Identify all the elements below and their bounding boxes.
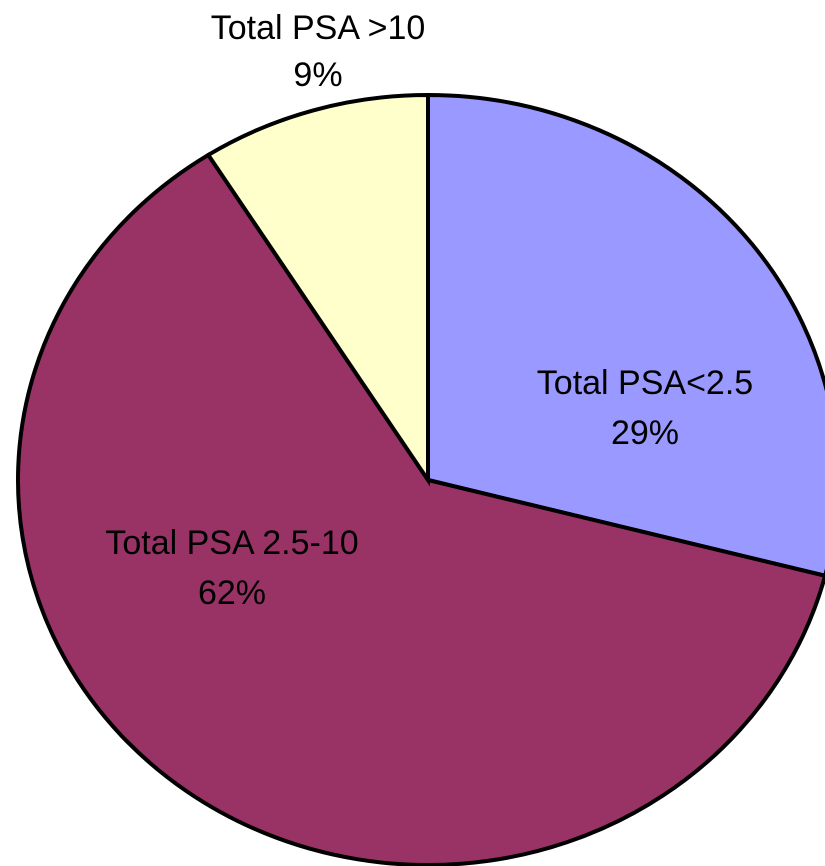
pie-slice [16, 152, 825, 866]
slice-value-label: 29% [611, 414, 679, 452]
pie-slice [205, 92, 430, 487]
slice-value-label: 9% [293, 56, 342, 94]
slice-label: Total PSA<2.5 [537, 364, 753, 402]
slice-value-label: 62% [198, 574, 266, 612]
slice-label: Total PSA 2.5-10 [105, 524, 358, 562]
slice-label: Total PSA >10 [211, 9, 426, 47]
pie-slice [426, 92, 825, 578]
